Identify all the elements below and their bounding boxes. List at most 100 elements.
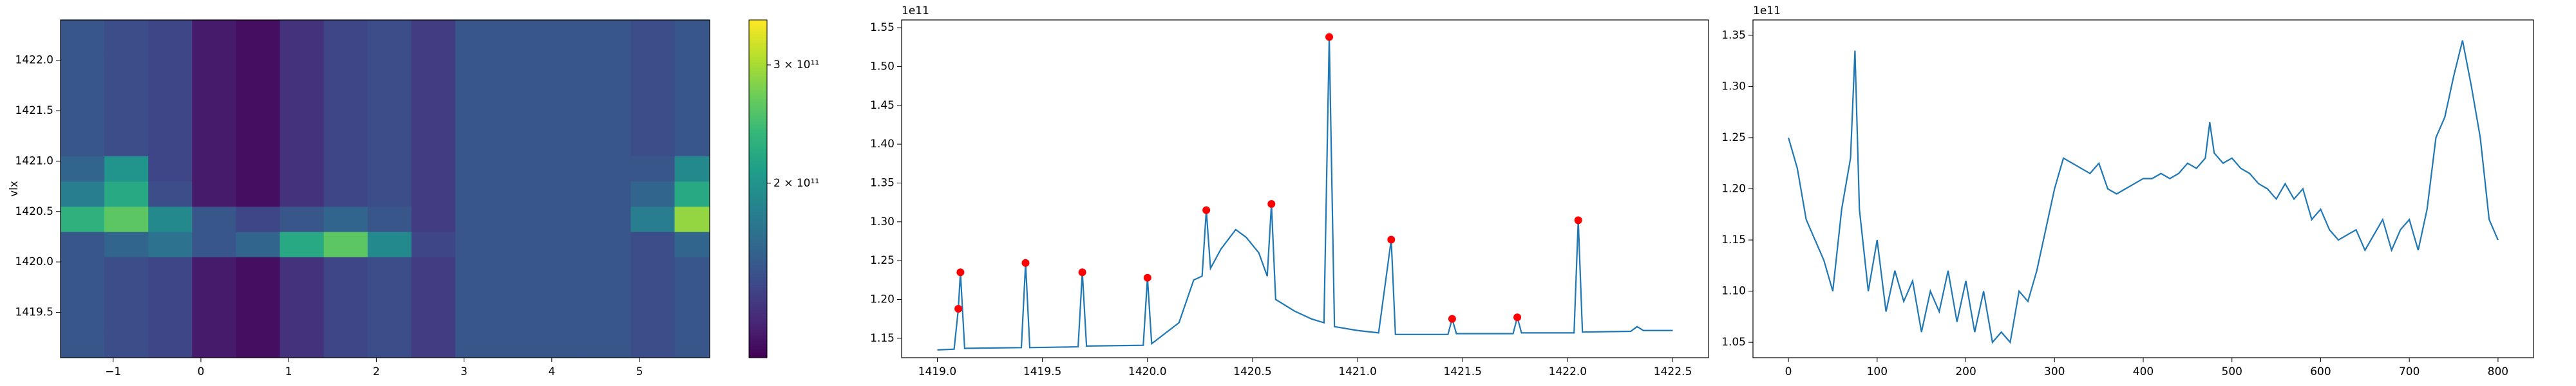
heatmap-cell — [236, 181, 281, 207]
colorbar-swatch — [749, 107, 767, 111]
heatmap-cell — [104, 232, 149, 257]
heatmap-cell — [630, 156, 676, 182]
heatmap-cell — [630, 181, 676, 207]
heatmap-cell — [192, 181, 236, 207]
heatmap-cell — [411, 307, 456, 333]
colorbar-swatch — [749, 340, 767, 344]
y-tick-label: 1422.0 — [15, 54, 53, 67]
colorbar-swatch — [749, 307, 767, 311]
colorbar-swatch — [749, 169, 767, 172]
colorbar-swatch — [749, 295, 767, 299]
heatmap-cell — [323, 307, 368, 333]
colorbar-swatch — [749, 329, 767, 333]
heatmap-cell — [323, 232, 368, 257]
heatmap-cell — [587, 181, 631, 207]
colorbar-swatch — [749, 113, 767, 116]
y-axis-label: vlx — [8, 181, 21, 197]
heatmap-cell — [587, 206, 631, 232]
heatmap-cell — [148, 131, 193, 157]
heatmap-cell — [630, 232, 676, 257]
heatmap-cell — [104, 55, 149, 81]
y-tick-label: 1421.5 — [15, 104, 53, 117]
y-tick-label: 1.35 — [870, 176, 895, 189]
heatmap-cell — [411, 106, 456, 131]
colorbar-swatch — [749, 273, 767, 277]
colorbar-swatch — [749, 129, 767, 133]
colorbar-swatch — [749, 281, 767, 285]
x-tick-label: 1419.0 — [918, 365, 956, 378]
colorbar-swatch — [749, 42, 767, 46]
y-tick-label: 1.55 — [870, 21, 895, 34]
heatmap-cell — [543, 181, 587, 207]
peak-marker — [954, 304, 963, 313]
heatmap-cell — [543, 156, 587, 182]
colorbar-swatch — [749, 166, 767, 170]
colorbar-swatch — [749, 31, 767, 35]
heatmap-cell — [499, 181, 544, 207]
colorbar-swatch — [749, 304, 767, 308]
y-tick-label: 1.25 — [1721, 131, 1746, 144]
colorbar-tick-label: 2 × 10¹¹ — [773, 177, 819, 190]
heatmap-cell — [499, 332, 544, 358]
heatmap-cell — [543, 20, 587, 56]
heatmap-cell — [411, 156, 456, 182]
colorbar-swatch — [749, 87, 767, 91]
colorbar-swatch — [749, 65, 767, 68]
heatmap-cell — [236, 106, 281, 131]
heatmap-cell — [587, 106, 631, 131]
heatmap-cell — [104, 206, 149, 232]
heatmap-cell — [61, 282, 105, 308]
colorbar-swatch — [749, 208, 767, 212]
colorbar-frame — [748, 19, 768, 358]
heatmap-cell — [630, 131, 676, 157]
colorbar-swatch — [749, 104, 767, 108]
heatmap-cell — [543, 106, 587, 131]
colorbar-swatch — [749, 276, 767, 280]
colorbar-swatch — [749, 186, 767, 190]
colorbar-swatch — [749, 344, 767, 347]
heatmap-cell — [61, 80, 105, 106]
heatmap-cell — [148, 206, 193, 232]
heatmap-cell — [630, 80, 676, 106]
peak-marker — [1078, 268, 1086, 277]
heatmap-cell — [367, 282, 412, 308]
heatmap-cell — [499, 257, 544, 282]
heatmap-cell — [279, 156, 325, 182]
heatmap-cell — [104, 307, 149, 333]
heatmap-cell — [455, 307, 500, 333]
axes-frame — [1752, 19, 2534, 358]
heatmap-cell — [192, 307, 236, 333]
colorbar-swatch — [749, 279, 767, 282]
y-tick-label: 1.10 — [1721, 285, 1746, 298]
heatmap-cell — [367, 106, 412, 131]
x-tick-label: 3 — [460, 365, 468, 378]
heatmap-cell — [61, 131, 105, 157]
y-tick-label: 1.35 — [1721, 29, 1746, 42]
heatmap-cell — [236, 20, 281, 56]
colorbar-swatch — [749, 53, 767, 57]
heatmap-cell — [543, 131, 587, 157]
peak-marker — [956, 268, 965, 277]
colorbar-swatch — [749, 45, 767, 49]
colorbar-swatch — [749, 352, 767, 356]
heatmap-cell — [587, 307, 631, 333]
y-tick-label: 1420.0 — [15, 255, 53, 268]
heatmap-cell — [61, 257, 105, 282]
heatmap-cell — [411, 232, 456, 257]
heatmap-cell — [192, 55, 236, 81]
heatmap-cell — [587, 257, 631, 282]
colorbar-swatch — [749, 133, 767, 136]
colorbar-swatch — [749, 262, 767, 266]
heatmap-cell — [192, 232, 236, 257]
colorbar-swatch — [749, 183, 767, 187]
colorbar-swatch — [749, 68, 767, 71]
heatmap-cell — [543, 206, 587, 232]
offset-text: 1e11 — [1753, 5, 1781, 17]
heatmap-cell — [61, 20, 105, 56]
colorbar-swatch — [749, 284, 767, 288]
heatmap-cell — [104, 332, 149, 358]
colorbar-swatch — [749, 56, 767, 60]
heatmap-cell — [455, 80, 500, 106]
heatmap-cell — [323, 106, 368, 131]
colorbar-swatch — [749, 90, 767, 94]
